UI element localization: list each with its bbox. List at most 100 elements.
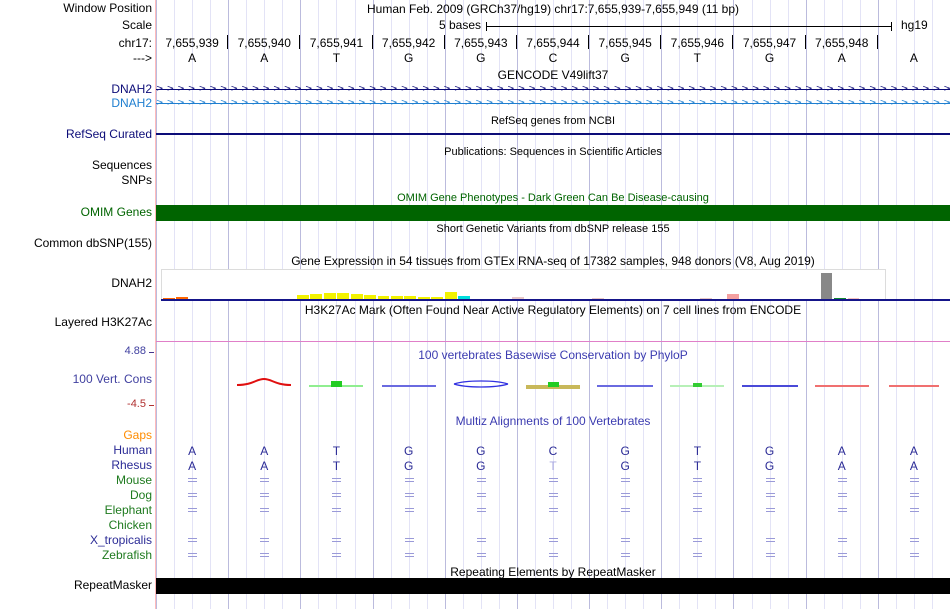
multiz-gap-dashes (188, 493, 198, 498)
conservation-peak (237, 378, 292, 386)
gtex-bar[interactable] (391, 296, 403, 300)
species-label-rhesus[interactable]: Rhesus (111, 458, 152, 472)
species-label-zebrafish[interactable]: Zebrafish (101, 548, 152, 562)
gtex-bar[interactable] (350, 294, 363, 300)
sequence-base: T (332, 51, 341, 65)
grid-line-minor (246, 0, 247, 609)
gtex-bar[interactable] (458, 296, 470, 300)
multiz-gap-dashes (332, 478, 342, 483)
grid-line-minor (391, 0, 392, 609)
gtex-bar[interactable] (377, 296, 390, 300)
ruler-coordinate: 7,655,947 (742, 36, 797, 50)
label-window-position: Window Position (63, 1, 152, 15)
conservation-line (597, 385, 654, 387)
gene-dnah2-row2-line (156, 103, 950, 104)
grid-line-minor (264, 0, 265, 609)
multiz-gap-dashes (404, 553, 414, 558)
grid-line-minor (553, 0, 554, 609)
label-100-vert-cons[interactable]: 100 Vert. Cons (72, 372, 152, 386)
multiz-gap-dashes (765, 553, 775, 558)
gtex-bar[interactable] (511, 297, 524, 300)
sequence-base: A (837, 51, 846, 65)
grid-line-minor (860, 0, 861, 609)
multiz-gap-dashes (332, 493, 342, 498)
species-label-chicken[interactable]: Chicken (108, 518, 152, 532)
grid-line-major (661, 0, 662, 609)
label-repeatmasker[interactable]: RepeatMasker (73, 578, 152, 592)
grid-line-minor (643, 0, 644, 609)
ruler-tick (444, 35, 445, 49)
label-common-dbsnp[interactable]: Common dbSNP(155) (33, 236, 152, 250)
gtex-bar[interactable] (444, 292, 457, 300)
grid-line-minor (932, 0, 933, 609)
gtex-bar[interactable] (297, 295, 309, 300)
gtex-bar[interactable] (404, 296, 417, 300)
species-label-mouse[interactable]: Mouse (115, 473, 152, 487)
multiz-base-rhesus: A (909, 459, 918, 473)
species-label-human[interactable]: Human (113, 443, 152, 457)
omim-genes-bar[interactable] (156, 205, 950, 221)
sequence-base: A (188, 51, 197, 65)
gtex-bar[interactable] (431, 297, 444, 300)
gtex-bar[interactable] (820, 273, 833, 300)
multiz-base-human: G (764, 444, 775, 458)
grid-line-minor (625, 0, 626, 609)
multiz-gap-dashes (693, 493, 703, 498)
multiz-track-title: Multiz Alignments of 100 Vertebrates (455, 414, 651, 428)
label-sequences[interactable]: Sequences (91, 158, 152, 172)
gtex-bar[interactable] (364, 295, 376, 300)
track-data-area[interactable]: Human Feb. 2009 (GRCh37/hg19) chr17:7,65… (156, 0, 950, 609)
grid-line-major (517, 0, 518, 609)
label-gaps[interactable]: Gaps (123, 428, 152, 442)
species-label-dog[interactable]: Dog (129, 488, 152, 502)
label-layered-h3k27ac[interactable]: Layered H3K27Ac (54, 315, 152, 329)
gtex-bar[interactable] (310, 294, 323, 300)
refseq-track-title: RefSeq genes from NCBI (490, 115, 616, 127)
label-gtex-dnah2[interactable]: DNAH2 (111, 276, 152, 290)
grid-line-minor (409, 0, 410, 609)
gtex-bar[interactable] (726, 294, 739, 300)
label-snps[interactable]: SNPs (121, 173, 152, 187)
grid-line-minor (282, 0, 283, 609)
ruler-coordinate: 7,655,944 (526, 36, 580, 50)
multiz-base-human: A (909, 444, 918, 458)
multiz-base-human: T (693, 444, 702, 458)
gene-dnah2-row2-arrows[interactable]: >>>>>>>>>>>>>>>>>>>>>>>>>>>>>>>>>>>>>>>>… (156, 98, 950, 108)
label-gene-dnah2-2[interactable]: DNAH2 (111, 96, 152, 110)
repeatmasker-bar[interactable] (156, 578, 950, 594)
label-refseq-curated[interactable]: RefSeq Curated (65, 127, 152, 141)
grid-line-major (445, 0, 446, 609)
gtex-baseline (161, 299, 886, 301)
label-column-divider (155, 0, 156, 609)
gtex-bar[interactable] (417, 297, 430, 300)
multiz-gap-dashes (332, 553, 342, 558)
grid-line-minor (896, 0, 897, 609)
gtex-bar[interactable] (337, 293, 350, 300)
scale-bar-line (486, 26, 891, 27)
label-gene-dnah2-1[interactable]: DNAH2 (111, 82, 152, 96)
gtex-bar[interactable] (323, 293, 336, 300)
grid-line-minor (318, 0, 319, 609)
ruler-tick (299, 35, 300, 49)
multiz-gap-dashes (765, 493, 775, 498)
multiz-gap-dashes (549, 478, 558, 483)
gtex-chart-box (161, 269, 887, 300)
grid-line-minor (824, 0, 825, 609)
species-label-elephant[interactable]: Elephant (104, 503, 152, 517)
multiz-base-human: A (260, 444, 269, 458)
gene-dnah2-row1-arrows[interactable]: >>>>>>>>>>>>>>>>>>>>>>>>>>>>>>>>>>>>>>>>… (156, 84, 950, 94)
repeatmasker-track-title: Repeating Elements by RepeatMasker (450, 565, 656, 579)
grid-line-minor (697, 0, 698, 609)
label-omim-genes[interactable]: OMIM Genes (80, 205, 152, 219)
species-label-x_tropicalis[interactable]: X_tropicalis (89, 533, 152, 547)
multiz-gap-dashes (837, 508, 847, 513)
conservation-line (526, 385, 580, 389)
sequence-base: C (548, 51, 558, 65)
grid-line-major (733, 0, 734, 609)
multiz-gap-dashes (188, 478, 198, 483)
multiz-gap-dashes (837, 478, 847, 483)
ruler-coordinate: 7,655,943 (454, 36, 508, 50)
gencode-track-title: GENCODE V49lift37 (497, 68, 609, 82)
gtex-bar[interactable] (176, 297, 189, 300)
multiz-gap-dashes (188, 553, 198, 558)
